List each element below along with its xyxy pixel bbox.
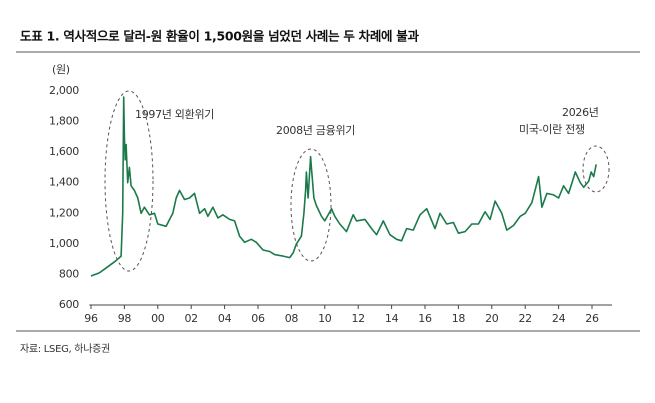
- x-tick-label: 06: [251, 312, 265, 325]
- x-tick-label: 12: [351, 312, 364, 325]
- x-tick-label: 18: [452, 312, 466, 325]
- x-tick-label: 14: [385, 312, 399, 325]
- annotation: 1997년 외환위기: [135, 108, 214, 121]
- y-tick-label: 1,200: [49, 206, 79, 219]
- data-line: [90, 96, 597, 277]
- annotation: 미국-이란 전쟁: [519, 123, 585, 136]
- x-tick-label: 96: [84, 312, 98, 325]
- x-tick-label: 04: [218, 312, 232, 325]
- y-tick-label: 1,000: [49, 237, 79, 250]
- y-tick-label: 1,600: [49, 145, 79, 158]
- x-tick-label: 24: [552, 312, 566, 325]
- x-tick-label: 02: [184, 312, 197, 325]
- y-tick-label: 600: [59, 298, 79, 311]
- highlight-ellipse: [104, 90, 154, 272]
- y-tick-label: 1,400: [49, 176, 79, 189]
- y-tick-label: 800: [59, 267, 79, 280]
- chart-title: 도표 1. 역사적으로 달러-원 환율이 1,500원을 넘었던 사례는 두 차…: [20, 29, 419, 44]
- annotation: 2008년 금융위기: [276, 124, 355, 137]
- x-tick-label: 98: [118, 312, 132, 325]
- x-tick-label: 00: [151, 312, 165, 325]
- x-tick-label: 26: [585, 312, 599, 325]
- x-tick-label: 08: [285, 312, 299, 325]
- source-note: 자료: LSEG, 하나증권: [20, 342, 110, 355]
- highlight-ellipse: [582, 145, 610, 193]
- annotation: 2026년: [562, 106, 599, 119]
- y-axis-label: (원): [52, 63, 70, 76]
- x-tick-label: 10: [318, 312, 332, 325]
- x-tick-label: 22: [518, 312, 531, 325]
- y-tick-label: 2,000: [49, 84, 79, 97]
- x-tick-label: 20: [485, 312, 499, 325]
- y-tick-label: 1,800: [49, 115, 79, 128]
- x-tick-label: 16: [418, 312, 432, 325]
- highlight-ellipse: [290, 148, 332, 262]
